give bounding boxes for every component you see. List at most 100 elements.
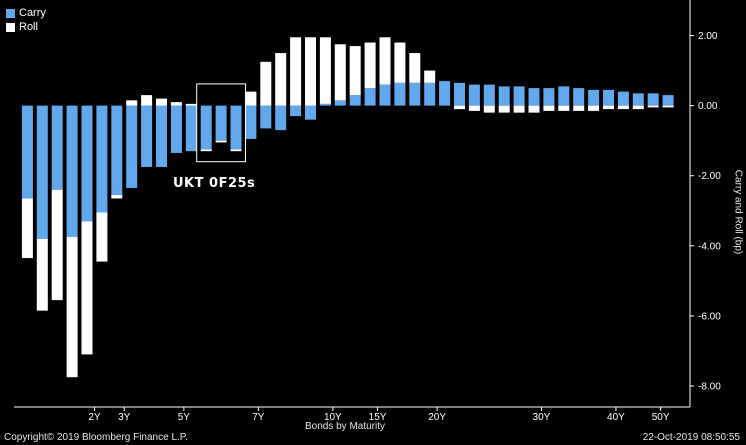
carry-bar — [498, 86, 510, 106]
roll-bar — [126, 100, 138, 106]
carry-bar — [230, 105, 242, 150]
carry-bar — [573, 88, 585, 106]
legend-item-carry: Carry — [6, 6, 46, 20]
carry-bar — [305, 105, 316, 120]
carry-bar — [558, 86, 570, 106]
x-tick-label: 50Y — [652, 412, 670, 423]
roll-bar — [230, 149, 242, 152]
roll-bar — [185, 103, 197, 106]
carry-bar — [21, 105, 33, 199]
carry-bar — [632, 93, 644, 106]
carry-bar — [439, 81, 451, 106]
roll-bar — [498, 105, 510, 113]
carry-bar — [513, 86, 525, 106]
carry-bar — [170, 105, 182, 153]
x-tick-label: 30Y — [533, 412, 551, 423]
carry-bar — [126, 105, 138, 188]
roll-bar — [468, 105, 480, 111]
carry-bar — [156, 105, 167, 167]
y-tick-label: -2.00 — [698, 171, 721, 182]
x-tick-label: 3Y — [118, 412, 131, 423]
carry-bar — [215, 105, 227, 141]
carry-bar — [543, 88, 555, 106]
roll-bar — [96, 212, 108, 262]
highlight-annotation: UKT 0F25s — [173, 176, 256, 191]
carry-bar — [36, 105, 48, 239]
y-tick-label: -4.00 — [698, 241, 721, 252]
roll-bar — [141, 95, 153, 106]
legend-item-roll: Roll — [6, 20, 46, 34]
carry-bar — [260, 105, 272, 129]
carry-bar — [200, 105, 212, 150]
x-tick-label: 2Y — [88, 412, 101, 423]
roll-bar — [245, 91, 257, 106]
carry-bar — [111, 105, 123, 195]
roll-bar — [260, 61, 272, 106]
x-tick-label: 7Y — [252, 412, 265, 423]
roll-bar — [305, 37, 316, 106]
roll-bar — [319, 37, 331, 104]
roll-bar — [603, 105, 614, 110]
carry-bar — [483, 84, 495, 106]
carry-bar — [334, 100, 346, 106]
copyright-notice: Copyright© 2019 Bloomberg Finance L.P. — [4, 432, 188, 443]
carry-bar — [66, 105, 78, 238]
roll-bar — [588, 105, 600, 111]
carry-bar — [364, 88, 376, 106]
roll-bar — [409, 53, 421, 83]
roll-bar — [513, 105, 525, 113]
carry-bar — [468, 84, 480, 106]
carry-bar — [528, 88, 540, 106]
carry-bar — [141, 105, 153, 167]
roll-bar — [647, 105, 659, 108]
timestamp: 22-Oct-2019 08:50:55 — [642, 432, 740, 443]
roll-bar — [81, 221, 93, 355]
roll-bar — [36, 238, 48, 311]
legend-swatch-carry — [6, 8, 15, 18]
roll-bar — [617, 105, 629, 110]
y-tick-label: 2.00 — [698, 31, 718, 42]
y-tick-label: -6.00 — [698, 311, 721, 322]
carry-bar — [603, 89, 614, 106]
carry-bar — [617, 91, 629, 106]
carry-bar — [290, 105, 302, 117]
y-tick-label: 0.00 — [698, 101, 718, 112]
x-tick-label: 10Y — [324, 412, 342, 423]
carry-bar — [647, 93, 659, 106]
roll-bar — [156, 98, 167, 106]
carry-bar — [409, 82, 421, 106]
roll-bar — [573, 105, 585, 111]
roll-bar — [275, 53, 287, 106]
roll-bar — [66, 237, 78, 378]
carry-bar — [245, 105, 257, 139]
roll-bar — [349, 46, 361, 96]
roll-bar — [290, 37, 302, 106]
roll-bar — [528, 105, 540, 113]
chart-legend: Carry Roll — [6, 6, 46, 34]
roll-bar — [170, 102, 182, 106]
legend-label-carry: Carry — [19, 7, 46, 19]
carry-bar — [588, 89, 600, 106]
roll-bar — [558, 105, 570, 111]
roll-bar — [543, 105, 555, 111]
highlight-box — [196, 83, 246, 163]
x-tick-label: 5Y — [178, 412, 191, 423]
roll-bar — [364, 42, 376, 89]
roll-bar — [662, 105, 674, 108]
carry-bar — [379, 84, 391, 106]
carry-bar — [349, 95, 361, 106]
roll-bar — [394, 42, 406, 83]
carry-bar — [81, 105, 93, 222]
roll-bar — [483, 105, 495, 113]
y-tick-label: -8.00 — [698, 381, 721, 392]
x-tick-label: 20Y — [428, 412, 446, 423]
carry-bar — [454, 82, 465, 106]
roll-bar — [334, 44, 346, 101]
legend-swatch-roll — [6, 22, 15, 32]
roll-bar — [21, 198, 33, 259]
roll-bar — [632, 105, 644, 110]
roll-bar — [51, 189, 63, 301]
roll-bar — [215, 140, 227, 143]
legend-label-roll: Roll — [19, 21, 38, 33]
carry-bar — [662, 95, 674, 106]
